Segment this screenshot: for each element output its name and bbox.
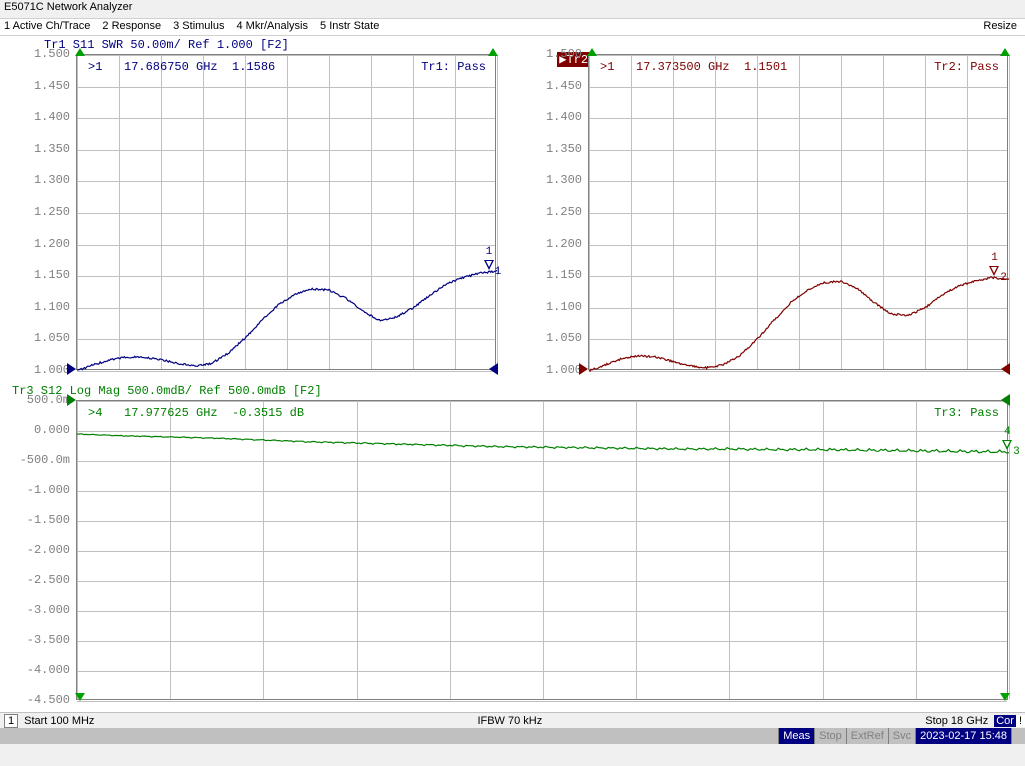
channel-num: 1	[4, 714, 18, 728]
y-tick-label: 1.050	[512, 331, 582, 345]
marker-number: 1	[486, 246, 493, 258]
pane-tr2[interactable]: ▶Tr2S22 SWR 50.00m/ Ref 1.000 [F2] 12 >1…	[512, 36, 1025, 382]
y-tick-label: 1.050	[0, 331, 70, 345]
y-tick-label: 1.400	[512, 110, 582, 124]
y-tick-label: 1.100	[512, 300, 582, 314]
tr3-ref-left	[67, 394, 76, 406]
title-bar: E5071C Network Analyzer	[0, 0, 1025, 18]
marker-icon[interactable]	[484, 260, 494, 270]
tr2-pass: Tr2: Pass	[934, 60, 999, 74]
y-tick-label: 1.000	[512, 363, 582, 377]
plot1-grid: 11	[76, 54, 496, 370]
tr1-ref-right	[489, 363, 498, 375]
pane-tr3[interactable]: Tr3 S12 Log Mag 500.0mdB/ Ref 500.0mdB […	[0, 382, 1025, 712]
tr1-marker-readout: >1 17.686750 GHz 1.1586	[88, 60, 275, 74]
tr2-limit-right	[1000, 48, 1010, 56]
y-tick-label: -2.000	[0, 543, 70, 557]
menu-mkr-analysis[interactable]: 4 Mkr/Analysis	[236, 20, 308, 34]
status-bar: Meas Stop ExtRef Svc 2023-02-17 15:48	[0, 728, 1025, 744]
y-tick-label: -500.0m	[0, 453, 70, 467]
trace-number: 3	[1013, 446, 1020, 458]
trace-number: 1	[495, 266, 502, 278]
trace-number: 2	[1000, 272, 1007, 284]
tr3-ref-right	[1001, 394, 1010, 406]
menu-active-ch[interactable]: 1 Active Ch/Trace	[4, 20, 90, 34]
y-tick-label: 1.500	[512, 47, 582, 61]
cor-badge: Cor	[994, 715, 1016, 727]
marker-number: 1	[991, 252, 998, 264]
y-tick-label: -4.500	[0, 693, 70, 707]
y-tick-label: 1.150	[0, 268, 70, 282]
tr1-ref-left	[67, 363, 76, 375]
status-datetime: 2023-02-17 15:48	[915, 728, 1011, 744]
sweep-stop: Stop 18 GHz	[925, 715, 988, 727]
tr2-limit-left	[587, 48, 597, 56]
status-spacer	[1011, 728, 1025, 744]
menu-instr-state[interactable]: 5 Instr State	[320, 20, 379, 34]
tr1-pass: Tr1: Pass	[421, 60, 486, 74]
marker-number: 4	[1004, 426, 1011, 438]
pane-tr1[interactable]: Tr1 S11 SWR 50.00m/ Ref 1.000 [F2] 11 >1…	[0, 36, 512, 382]
y-tick-label: 1.200	[512, 237, 582, 251]
tr3-pass: Tr3: Pass	[934, 406, 999, 420]
y-tick-label: 1.250	[0, 205, 70, 219]
y-tick-label: 1.450	[512, 79, 582, 93]
y-tick-label: -3.000	[0, 603, 70, 617]
y-tick-label: 1.350	[512, 142, 582, 156]
marker-icon[interactable]	[1002, 440, 1012, 450]
y-tick-label: 1.300	[512, 173, 582, 187]
y-tick-label: 1.450	[0, 79, 70, 93]
chart-area: MAJS-FLTS-PTMS-008 Tr1 S11 SWR 50.00m/ R…	[0, 36, 1025, 744]
app-title: E5071C Network Analyzer	[4, 1, 132, 13]
y-tick-label: 1.350	[0, 142, 70, 156]
tr3-marker-readout: >4 17.977625 GHz -0.3515 dB	[88, 406, 304, 420]
y-tick-label: -1.000	[0, 483, 70, 497]
tr2-ref-right	[1001, 363, 1010, 375]
y-tick-label: 1.200	[0, 237, 70, 251]
tr2-ref-left	[579, 363, 588, 375]
menu-bar: 1 Active Ch/Trace 2 Response 3 Stimulus …	[0, 18, 1025, 36]
status-svc: Svc	[888, 728, 915, 744]
tr3-limit-left	[75, 693, 85, 701]
status-meas: Meas	[778, 728, 814, 744]
sweep-bar: 1 Start 100 MHz IFBW 70 kHz Stop 18 GHz …	[0, 712, 1025, 728]
tr2-marker-readout: >1 17.373500 GHz 1.1501	[600, 60, 787, 74]
plot2-grid: 12	[588, 54, 1008, 370]
y-tick-label: 1.500	[0, 47, 70, 61]
y-tick-label: -4.000	[0, 663, 70, 677]
plot3-grid: 43	[76, 400, 1008, 700]
sweep-start: Start 100 MHz	[24, 715, 94, 727]
menu-stimulus[interactable]: 3 Stimulus	[173, 20, 224, 34]
y-tick-label: 1.000	[0, 363, 70, 377]
status-stop: Stop	[814, 728, 846, 744]
menu-response[interactable]: 2 Response	[102, 20, 161, 34]
bang: !	[1016, 715, 1025, 727]
y-tick-label: 1.100	[0, 300, 70, 314]
y-tick-label: -3.500	[0, 633, 70, 647]
y-tick-label: 1.250	[512, 205, 582, 219]
status-extref: ExtRef	[846, 728, 888, 744]
tr1-limit-right	[488, 48, 498, 56]
tr1-limit-left	[75, 48, 85, 56]
y-tick-label: 0.000	[0, 423, 70, 437]
y-tick-label: 1.300	[0, 173, 70, 187]
y-tick-label: 1.400	[0, 110, 70, 124]
tr3-limit-right	[1000, 693, 1010, 701]
menu-resize[interactable]: Resize	[983, 20, 1017, 32]
marker-icon[interactable]	[989, 266, 999, 276]
y-tick-label: 1.150	[512, 268, 582, 282]
y-tick-label: 500.0m	[0, 393, 70, 407]
sweep-ifbw: IFBW 70 kHz	[477, 715, 542, 727]
y-tick-label: -1.500	[0, 513, 70, 527]
y-tick-label: -2.500	[0, 573, 70, 587]
